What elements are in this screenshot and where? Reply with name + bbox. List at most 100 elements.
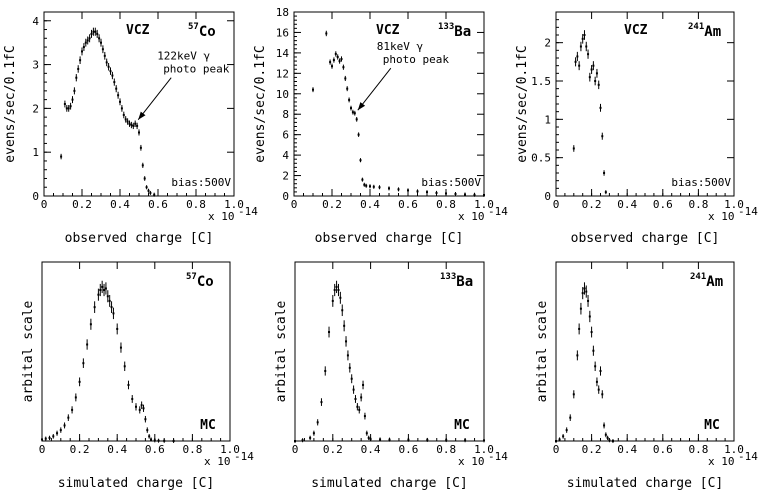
panel-bottom-left: 0 0.2 0.4 0.6 0.8 1.0x 10 -14 simulated charge … bbox=[21, 261, 254, 491]
data-point bbox=[473, 193, 476, 196]
y-tick-label: 2 bbox=[282, 170, 289, 183]
data-point bbox=[131, 397, 134, 400]
data-point bbox=[101, 285, 104, 288]
x-axis-label: simulated charge [C] bbox=[311, 476, 468, 491]
data-point bbox=[96, 32, 99, 35]
y-tick-label: 18 bbox=[276, 6, 289, 19]
data-point bbox=[346, 354, 349, 357]
data-point bbox=[77, 67, 80, 70]
data-point bbox=[342, 66, 345, 69]
isotope-mass: 133 bbox=[440, 272, 456, 282]
data-point bbox=[369, 438, 372, 441]
data-point bbox=[363, 183, 366, 186]
x-multiplier: x 10 bbox=[458, 210, 485, 223]
isotope-mass: 57 bbox=[188, 22, 199, 32]
x-exponent: -14 bbox=[738, 205, 758, 218]
data-point bbox=[143, 177, 146, 180]
data-point bbox=[365, 432, 368, 435]
data-point bbox=[82, 362, 85, 365]
data-point bbox=[74, 396, 77, 399]
data-point bbox=[148, 435, 151, 438]
annotation-arrowhead bbox=[357, 102, 366, 111]
data-point bbox=[363, 415, 366, 418]
data-point bbox=[328, 331, 331, 334]
data-point bbox=[86, 39, 89, 42]
isotope-symbol: Ba bbox=[456, 274, 473, 290]
data-point bbox=[126, 120, 129, 123]
y-tick-label: 1.5 bbox=[531, 75, 551, 88]
data-point bbox=[112, 312, 115, 315]
data-point bbox=[329, 61, 332, 64]
data-point bbox=[579, 45, 582, 48]
x-tick-label: 0.4 bbox=[617, 198, 637, 211]
x-exponent: -14 bbox=[488, 450, 508, 463]
data-point bbox=[348, 366, 351, 369]
y-tick-label: 2 bbox=[544, 37, 551, 50]
data-point bbox=[569, 416, 572, 419]
data-point bbox=[599, 106, 602, 109]
y-tick-label: 4 bbox=[282, 149, 289, 162]
data-point bbox=[606, 436, 609, 439]
data-point bbox=[123, 365, 126, 368]
data-point bbox=[572, 393, 575, 396]
data-point bbox=[99, 289, 102, 292]
data-point bbox=[65, 107, 68, 110]
data-point bbox=[56, 432, 59, 435]
data-point bbox=[309, 436, 312, 439]
isotope-symbol: Am bbox=[704, 24, 721, 40]
annotation-line-2: photo peak bbox=[383, 53, 450, 66]
y-axis-label: evens/sec/0.1fC bbox=[3, 45, 18, 162]
data-point bbox=[331, 65, 333, 68]
data-point bbox=[107, 65, 110, 68]
data-point bbox=[153, 193, 156, 196]
panel-tag: MC bbox=[704, 418, 720, 433]
y-tick-label: 0 bbox=[32, 190, 39, 203]
data-point bbox=[558, 438, 561, 441]
data-point bbox=[611, 440, 614, 442]
data-point bbox=[483, 439, 485, 442]
data-point bbox=[108, 299, 111, 302]
x-tick-label: 0.6 bbox=[145, 443, 165, 456]
data-point bbox=[100, 41, 102, 44]
data-point bbox=[583, 287, 586, 290]
data-point bbox=[157, 439, 160, 442]
data-point bbox=[407, 438, 410, 441]
data-point bbox=[106, 295, 109, 298]
y-tick-label: 0 bbox=[544, 190, 551, 203]
isotope-mass: 133 bbox=[438, 22, 454, 32]
data-point bbox=[360, 396, 363, 399]
isotope-mass: 241 bbox=[690, 272, 706, 282]
data-point bbox=[562, 435, 565, 438]
data-point bbox=[105, 61, 108, 64]
data-point bbox=[115, 87, 118, 90]
data-point bbox=[324, 369, 327, 372]
data-point bbox=[336, 55, 339, 58]
data-point bbox=[343, 324, 346, 327]
data-point bbox=[397, 188, 400, 191]
annotation-line-1: 122keV γ bbox=[157, 50, 210, 63]
data-point bbox=[604, 191, 607, 194]
data-point bbox=[595, 72, 598, 75]
x-tick-label: 1.0 bbox=[474, 198, 494, 211]
panel-tag: VCZ bbox=[624, 23, 648, 38]
data-point bbox=[98, 37, 101, 40]
bias-label: bias:500V bbox=[671, 176, 731, 189]
isotope-symbol: Co bbox=[197, 274, 214, 290]
data-point bbox=[454, 192, 457, 195]
x-tick-label: 0.2 bbox=[72, 198, 92, 211]
data-point bbox=[81, 50, 83, 53]
data-point bbox=[576, 354, 579, 357]
y-axis-label: evens/sec/0.1fC bbox=[515, 45, 530, 162]
data-point bbox=[320, 401, 323, 404]
x-axis-label: observed charge [C] bbox=[571, 231, 720, 246]
y-axis-label: arbital scale bbox=[274, 300, 289, 402]
data-point bbox=[333, 289, 336, 292]
data-point bbox=[416, 190, 419, 193]
data-point bbox=[294, 440, 296, 442]
data-point bbox=[445, 192, 447, 195]
data-point bbox=[603, 424, 606, 427]
x-exponent: -14 bbox=[238, 205, 258, 218]
data-point bbox=[90, 32, 93, 35]
panel-tag: MC bbox=[454, 418, 470, 433]
data-point bbox=[572, 147, 575, 150]
